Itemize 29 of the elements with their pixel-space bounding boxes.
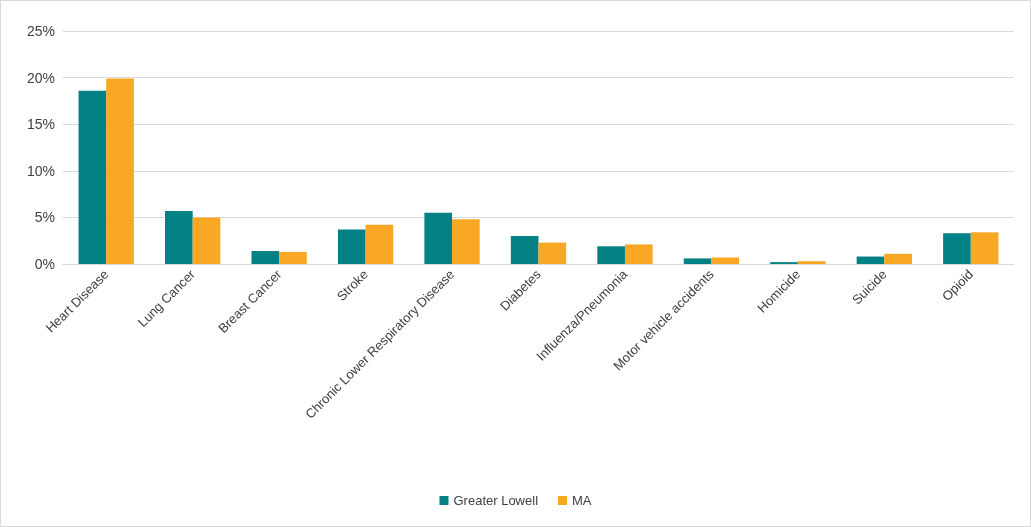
bar (192, 217, 221, 264)
bar (337, 229, 366, 264)
bar (970, 232, 999, 264)
bar (624, 244, 653, 264)
y-tick-label: 20% (26, 69, 55, 86)
bar (106, 78, 134, 264)
y-tick-label: 5% (34, 209, 55, 226)
bar (510, 236, 539, 264)
bar (856, 256, 885, 264)
bar (78, 90, 107, 264)
y-tick-label: 15% (26, 116, 55, 133)
bar (538, 242, 567, 264)
y-tick-label: 10% (26, 162, 55, 179)
bar (165, 210, 193, 264)
bar (597, 246, 625, 264)
bar (884, 253, 912, 264)
bar (251, 250, 280, 264)
y-tick-label: 25% (26, 23, 55, 39)
bar (683, 258, 712, 264)
legend-label: Greater Lowell (453, 493, 539, 508)
bar (279, 251, 307, 264)
bar (365, 224, 394, 264)
legend-label: MA (572, 493, 592, 508)
bar (452, 219, 480, 264)
bar (943, 233, 971, 264)
bar (711, 257, 740, 264)
y-tick-label: 0% (34, 256, 55, 272)
bar (797, 261, 826, 264)
bar (424, 212, 453, 264)
